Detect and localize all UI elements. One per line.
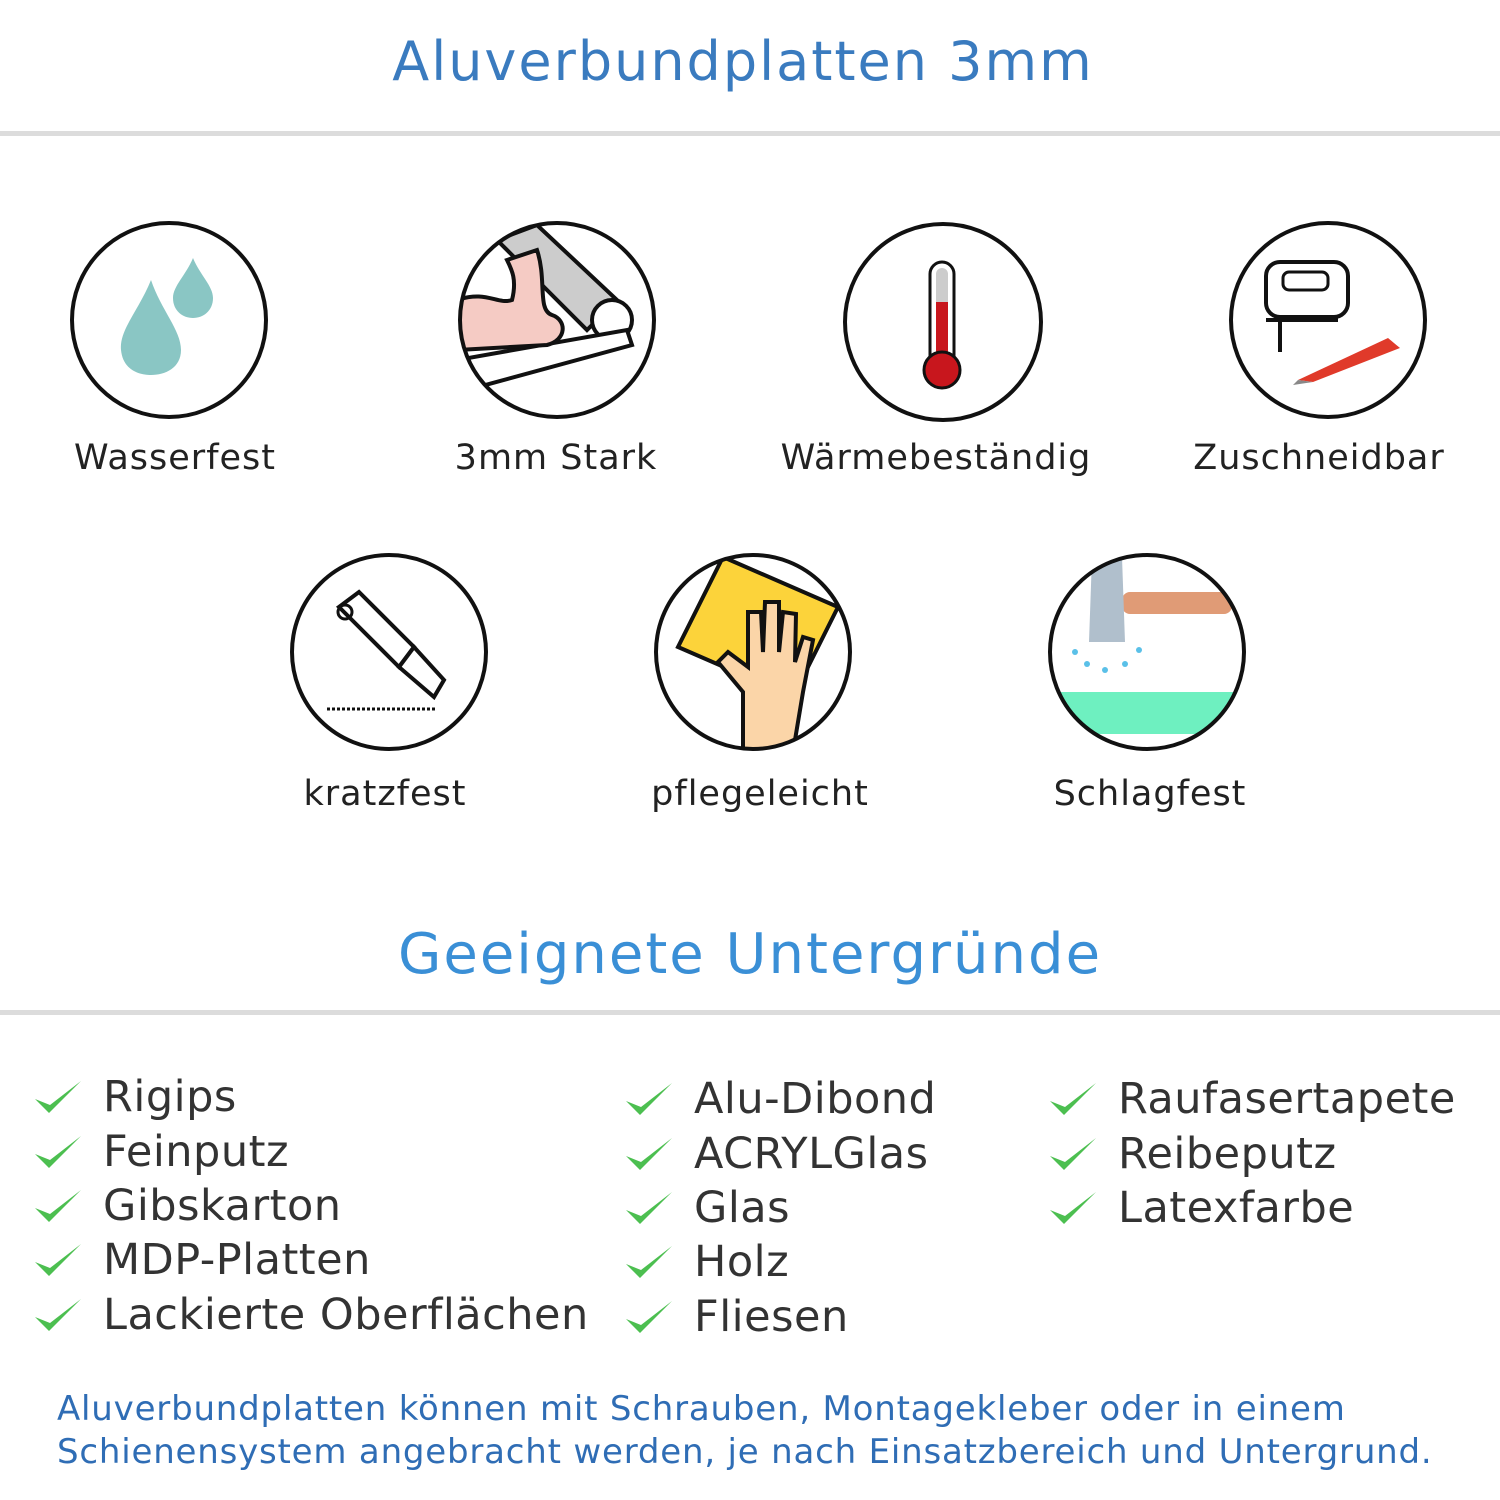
list-item: Holz xyxy=(624,1235,789,1289)
check-icon xyxy=(626,1246,672,1278)
check-icon xyxy=(626,1138,672,1170)
cutter-knife-icon xyxy=(290,553,488,751)
check-icon xyxy=(35,1244,81,1276)
list-item-label: ACRYLGlas xyxy=(694,1129,929,1179)
list-item: Raufasertapete xyxy=(1048,1072,1456,1126)
list-item-label: Holz xyxy=(694,1237,790,1287)
feature-label: 3mm Stark xyxy=(454,438,658,478)
check-icon xyxy=(1050,1138,1096,1170)
list-item: ACRYLGlas xyxy=(624,1127,929,1181)
list-item: Reibeputz xyxy=(1048,1127,1337,1181)
list-item: Gibskarton xyxy=(33,1179,342,1233)
water-drops-icon xyxy=(70,221,268,419)
feature-label: pflegeleicht xyxy=(651,774,869,814)
section-title: Geeignete Untergründe xyxy=(397,922,1103,987)
list-item: Rigips xyxy=(33,1070,237,1124)
strong-arm-icon xyxy=(458,221,656,419)
check-icon xyxy=(35,1081,81,1113)
feature-label: kratzfest xyxy=(303,774,467,814)
list-item-label: MDP-Platten xyxy=(103,1235,371,1285)
check-icon xyxy=(1050,1083,1096,1115)
list-item-label: Alu-Dibond xyxy=(694,1074,937,1124)
check-icon xyxy=(35,1136,81,1168)
list-item: Latexfarbe xyxy=(1048,1181,1354,1235)
feature-label: Zuschneidbar xyxy=(1193,438,1445,478)
check-icon xyxy=(35,1190,81,1222)
thermometer-icon xyxy=(843,222,1043,422)
list-item-label: Feinputz xyxy=(103,1127,290,1177)
list-item-label: Latexfarbe xyxy=(1118,1183,1355,1233)
list-item-label: Gibskarton xyxy=(103,1181,342,1231)
list-item: Glas xyxy=(624,1181,790,1235)
check-icon xyxy=(1050,1192,1096,1224)
list-item: Lackierte Oberflächen xyxy=(33,1288,589,1342)
jigsaw-icon xyxy=(1229,221,1427,419)
page-title: Aluverbundplatten 3mm xyxy=(392,30,1094,93)
list-item-label: Lackierte Oberflächen xyxy=(103,1290,589,1340)
list-item-label: Fliesen xyxy=(694,1292,849,1342)
check-icon xyxy=(35,1299,81,1331)
check-icon xyxy=(626,1192,672,1224)
list-item-label: Rigips xyxy=(103,1072,237,1122)
divider xyxy=(0,1010,1500,1015)
feature-label: Schlagfest xyxy=(1053,774,1247,814)
list-item-label: Reibeputz xyxy=(1118,1129,1337,1179)
list-item: Feinputz xyxy=(33,1125,289,1179)
feature-label: Wärmebeständig xyxy=(780,438,1092,478)
check-icon xyxy=(626,1301,672,1333)
footer-line-1: Aluverbundplatten können mit Schrauben, … xyxy=(57,1389,1346,1429)
list-item-label: Raufasertapete xyxy=(1118,1074,1456,1124)
list-item: MDP-Platten xyxy=(33,1233,371,1287)
footer-line-2: Schienensystem angebracht werden, je nac… xyxy=(57,1432,1433,1472)
check-icon xyxy=(626,1083,672,1115)
list-item-label: Glas xyxy=(694,1183,791,1233)
feature-label: Wasserfest xyxy=(73,438,277,478)
list-item: Fliesen xyxy=(624,1290,849,1344)
hammer-icon xyxy=(1048,553,1246,751)
divider xyxy=(0,131,1500,136)
list-item: Alu-Dibond xyxy=(624,1072,936,1126)
cleaning-hand-icon xyxy=(654,553,852,751)
